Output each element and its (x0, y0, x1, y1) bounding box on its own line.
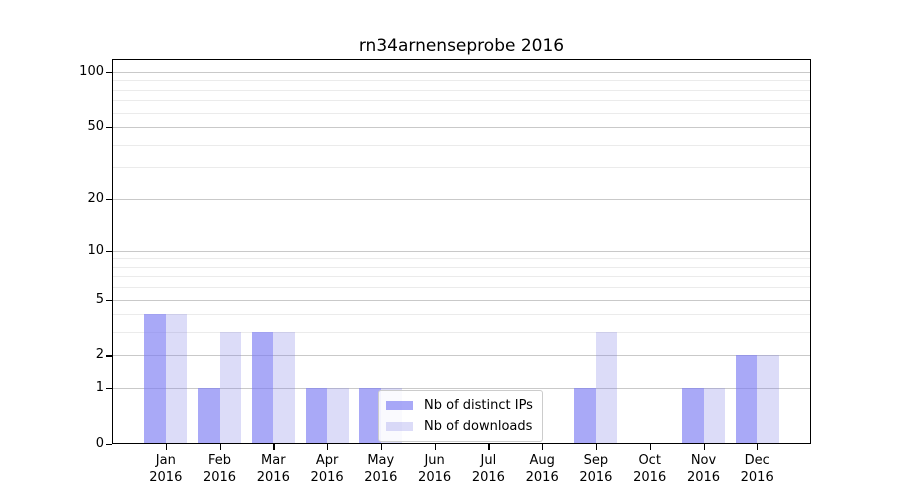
x-tick (380, 444, 383, 450)
legend-swatch (386, 401, 413, 410)
x-tick (649, 444, 651, 450)
gridline-minor (112, 276, 811, 278)
gridline-major (112, 71, 811, 73)
bar-nb-of-downloads-mar (273, 332, 295, 444)
y-tick (106, 127, 112, 129)
y-tick-label: 2 (95, 347, 104, 363)
x-tick-label-month: Dec (744, 453, 770, 468)
gridline-major (112, 127, 811, 128)
legend-swatch (386, 422, 413, 431)
x-tick-label-month: Jan (155, 453, 176, 468)
gridline-minor (112, 144, 811, 146)
x-tick-label-year: 2016 (525, 470, 559, 485)
bar-nb-of-distinct-ips-dec (735, 355, 758, 444)
bar-nb-of-distinct-ips-may (359, 388, 381, 444)
gridline-minor (112, 332, 811, 334)
x-tick-label-month: Jul (480, 453, 497, 468)
x-tick-label-month: Apr (315, 453, 339, 468)
bar-nb-of-downloads-sep (595, 332, 618, 444)
y-tick (106, 444, 112, 446)
x-tick-label-month: Jun (424, 453, 445, 468)
y-tick-label: 0 (95, 436, 104, 451)
y-tick-label: 50 (87, 119, 104, 134)
x-tick-label-year: 2016 (202, 470, 237, 485)
x-tick-label-month: Aug (529, 453, 555, 468)
bar-nb-of-downloads-apr (327, 388, 349, 444)
x-tick-label-month: Mar (261, 453, 286, 468)
x-tick-label-year: 2016 (686, 470, 721, 485)
bar-nb-of-distinct-ips-nov (682, 388, 704, 444)
x-tick (434, 444, 436, 450)
x-tick-label-year: 2016 (579, 470, 613, 485)
x-tick (542, 444, 544, 450)
legend-label: Nb of downloads (424, 419, 533, 434)
y-tick (106, 250, 112, 252)
bar-nb-of-distinct-ips-jan (144, 314, 166, 444)
gridline-major (112, 355, 811, 357)
gridline-major (112, 299, 811, 301)
y-tick-label: 20 (87, 190, 104, 206)
bar-nb-of-downloads-feb (219, 332, 241, 444)
x-tick (488, 444, 490, 450)
y-tick-label: 10 (87, 242, 104, 258)
x-tick (595, 444, 598, 450)
legend-item: Nb of downloads (386, 416, 533, 437)
chart-title: rn34arnenseprobe 2016 (358, 36, 565, 56)
y-tick (106, 388, 112, 390)
x-tick (219, 444, 221, 450)
x-tick-label-year: 2016 (740, 470, 774, 485)
x-tick-label-month: Oct (638, 453, 661, 468)
x-tick (273, 444, 275, 450)
gridline-major (112, 388, 811, 390)
bar-nb-of-distinct-ips-sep (574, 388, 596, 444)
x-tick-label-month: Nov (690, 453, 717, 468)
x-tick-label-year: 2016 (149, 470, 183, 485)
gridline-minor (112, 314, 811, 316)
y-tick (106, 198, 112, 200)
gridline-minor (112, 100, 811, 102)
gridline-minor (112, 167, 811, 169)
x-tick (703, 444, 705, 450)
legend-item: Nb of distinct IPs (386, 395, 533, 416)
x-tick-label-year: 2016 (310, 470, 344, 485)
gridline-minor (112, 89, 811, 91)
x-tick (165, 444, 168, 450)
legend: Nb of distinct IPs Nb of downloads (378, 390, 543, 442)
gridline-major (112, 250, 811, 252)
y-tick (106, 71, 112, 74)
x-tick (327, 444, 329, 450)
x-tick-label-year: 2016 (633, 470, 667, 485)
x-tick-label-year: 2016 (256, 470, 290, 485)
x-tick-label-month: May (367, 453, 395, 468)
bar-nb-of-distinct-ips-feb (198, 388, 220, 444)
x-tick (757, 444, 759, 450)
y-tick-label: 100 (79, 63, 104, 79)
gridline-major (112, 198, 811, 200)
bar-nb-of-distinct-ips-mar (251, 332, 274, 444)
bar-nb-of-downloads-dec (757, 355, 779, 444)
y-tick (106, 299, 112, 301)
gridline-minor (112, 258, 811, 260)
gridline-minor (112, 112, 811, 114)
x-tick-label-year: 2016 (364, 470, 398, 485)
bar-nb-of-downloads-nov (703, 388, 725, 444)
y-tick (106, 355, 112, 357)
y-tick-label: 5 (95, 291, 104, 307)
x-tick-label-month: Feb (207, 453, 232, 468)
bar-nb-of-downloads-jan (165, 314, 188, 444)
gridline-minor (112, 80, 811, 82)
gridline-minor (112, 266, 811, 268)
x-tick-label-month: Sep (583, 453, 609, 468)
plot-area (112, 59, 811, 444)
x-tick-label-year: 2016 (418, 470, 452, 485)
gridline-minor (112, 287, 811, 289)
bar-nb-of-distinct-ips-apr (305, 388, 328, 444)
y-tick-label: 1 (95, 380, 104, 396)
legend-label: Nb of distinct IPs (424, 398, 533, 413)
x-tick-label-year: 2016 (471, 470, 505, 485)
